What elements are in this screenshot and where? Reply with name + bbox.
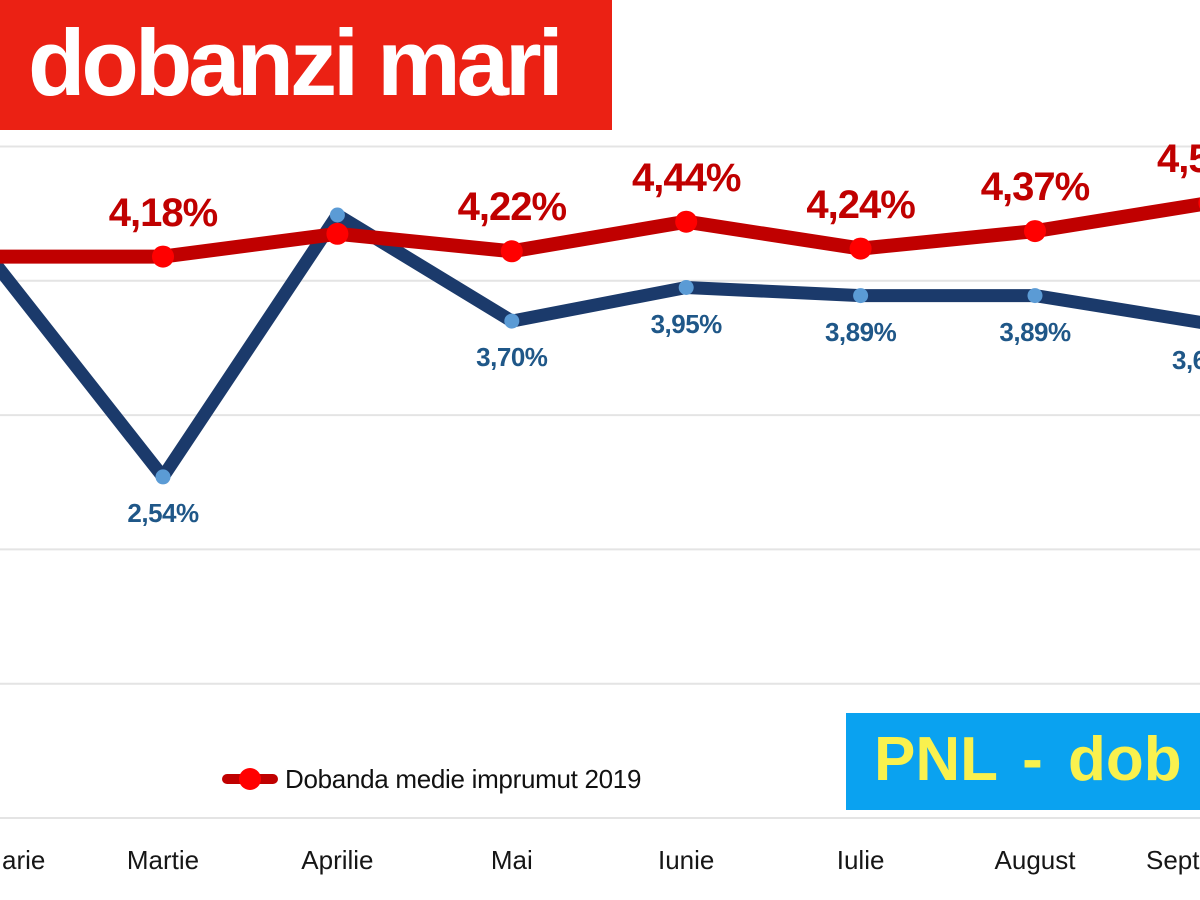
legend-dot-2019 bbox=[239, 768, 261, 790]
data-label-2019: 4,24% bbox=[806, 182, 915, 227]
x-axis-label: August bbox=[994, 845, 1076, 875]
pnl-banner-text: PNL - dob bbox=[874, 725, 1182, 794]
data-label-2020: 3,95% bbox=[650, 308, 723, 339]
legend-item-2019: Dobanda medie imprumut 2019 bbox=[222, 761, 641, 797]
data-point-2020 bbox=[678, 280, 694, 295]
data-label-2019: 4,22% bbox=[457, 185, 567, 230]
data-label-2020: 3,6 bbox=[1172, 344, 1200, 375]
data-point-2019 bbox=[675, 210, 698, 233]
data-label-2019: 4,5 bbox=[1157, 136, 1200, 181]
data-label-2019: 4,37% bbox=[980, 165, 1090, 210]
data-label-2019: 4,18% bbox=[108, 190, 218, 235]
data-point-2020 bbox=[329, 207, 345, 223]
series-2020-line bbox=[0, 208, 1200, 484]
data-point-2020 bbox=[504, 313, 520, 329]
data-label-2019: 4,44% bbox=[631, 155, 741, 200]
x-axis-label: Mai bbox=[490, 845, 533, 875]
x-axis-label: Aprilie bbox=[301, 845, 374, 875]
series-2019-line bbox=[0, 197, 1200, 264]
data-point-2020 bbox=[853, 288, 869, 304]
x-axis-label: Iulie bbox=[836, 845, 885, 875]
x-axis-label: Iunie bbox=[657, 845, 715, 875]
data-point-2020 bbox=[155, 469, 171, 485]
header-banner: dobanzi mari bbox=[0, 0, 612, 130]
data-label-2020: 3,89% bbox=[999, 316, 1071, 347]
x-axis-label: Sept bbox=[1146, 845, 1200, 875]
legend-label-2019: Dobanda medie imprumut 2019 bbox=[285, 763, 642, 794]
data-point-2020 bbox=[1027, 288, 1043, 304]
data-point-2019 bbox=[326, 222, 349, 245]
header-banner-text: dobanzi mari bbox=[28, 10, 564, 115]
data-point-2019 bbox=[500, 240, 523, 263]
line-marker-icon bbox=[222, 767, 278, 791]
data-label-2020: 2,54% bbox=[127, 497, 199, 528]
data-point-2019 bbox=[1024, 220, 1046, 243]
x-axis-label: Martie bbox=[126, 845, 200, 875]
x-axis-label: arie bbox=[2, 845, 46, 875]
data-point-2019 bbox=[152, 245, 174, 268]
pnl-banner: PNL - dob bbox=[846, 713, 1200, 810]
data-label-2020: 3,89% bbox=[824, 316, 897, 347]
data-label-2020: 3,70% bbox=[476, 342, 548, 373]
data-point-2019 bbox=[849, 237, 872, 260]
